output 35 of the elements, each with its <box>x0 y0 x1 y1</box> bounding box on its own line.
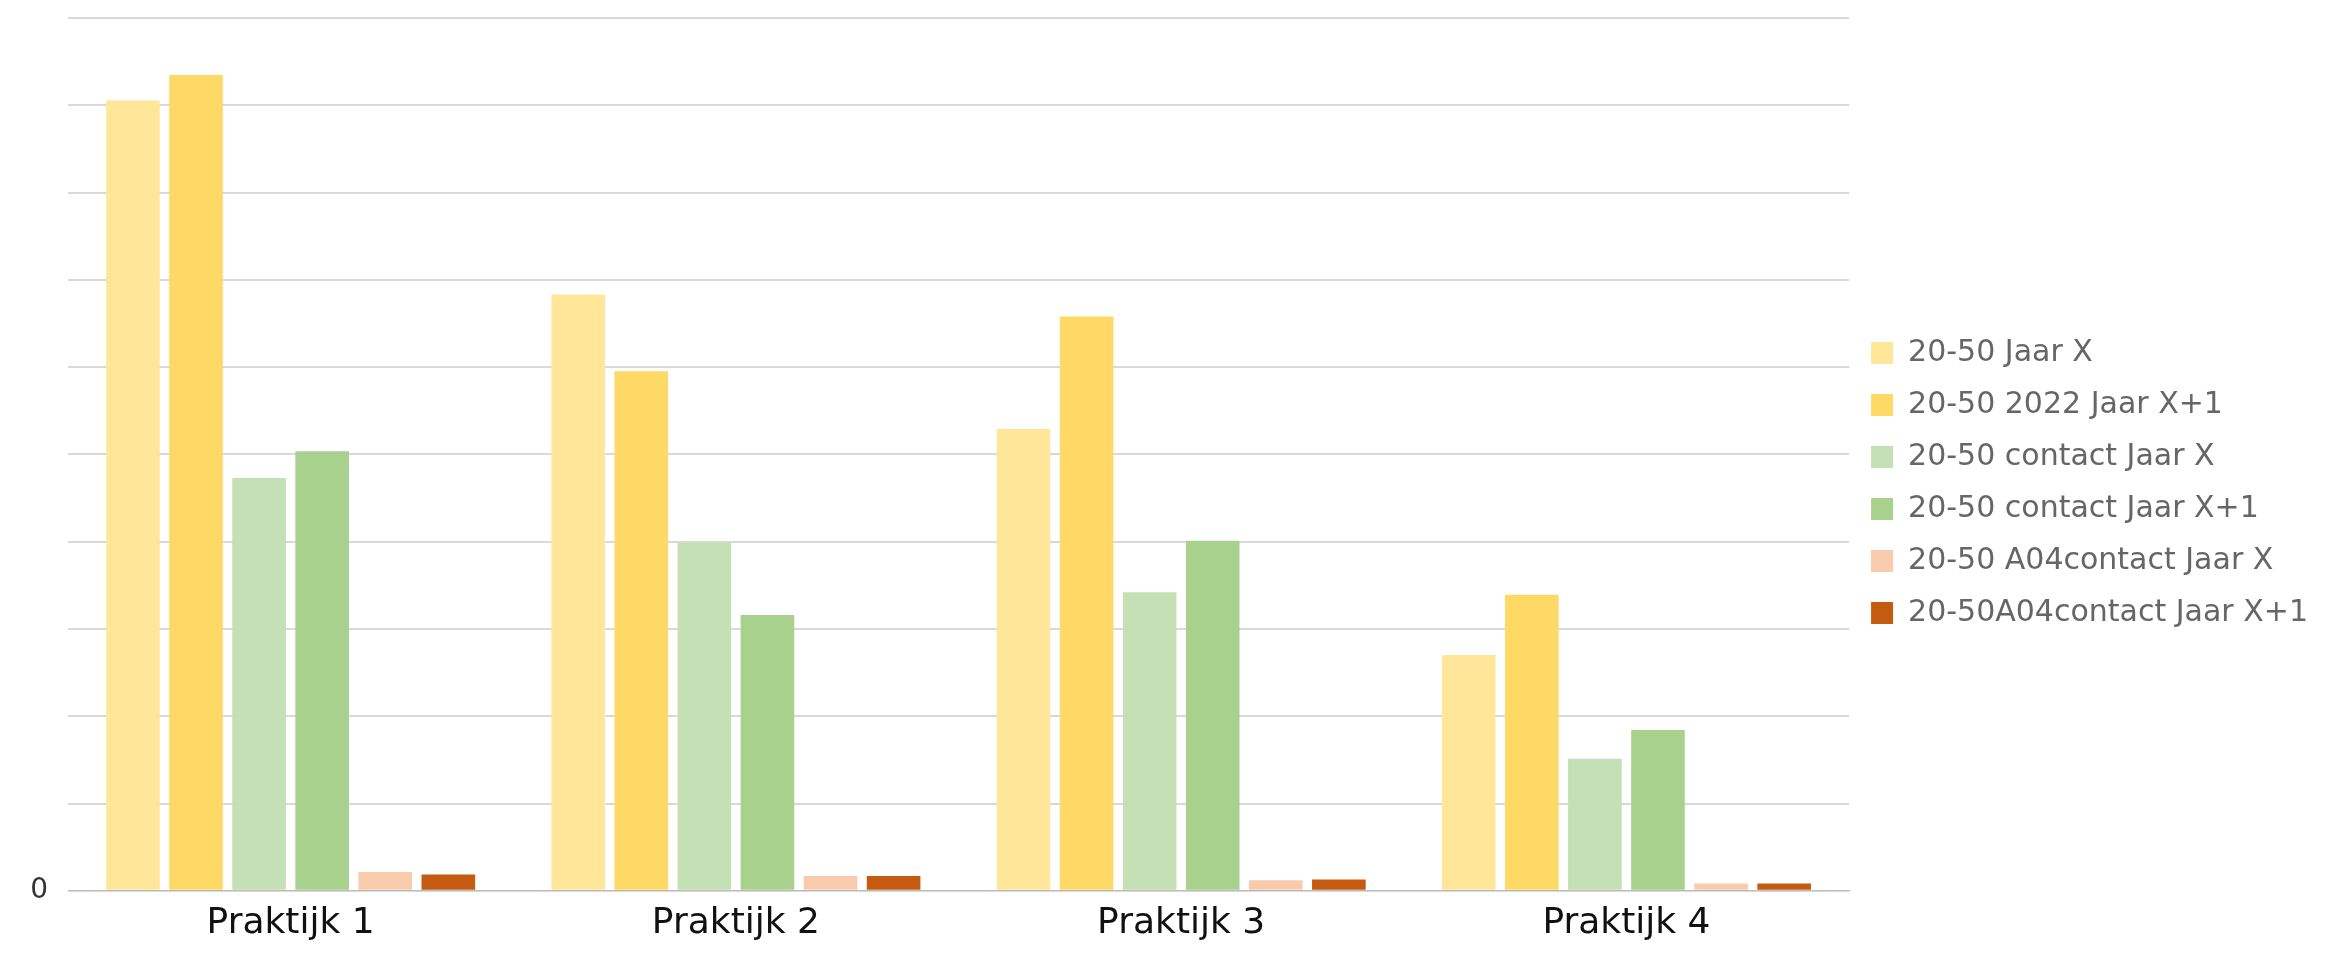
bar <box>358 872 413 890</box>
bar <box>1631 730 1685 890</box>
legend-label: 20-50A04contact Jaar X+1 <box>1908 592 2309 628</box>
x-tick-label: Praktijk 4 <box>1542 899 1711 941</box>
bar <box>232 478 286 890</box>
bar <box>295 451 349 890</box>
bar <box>106 100 160 890</box>
bar <box>1568 758 1622 890</box>
legend-label: 20-50 contact Jaar X+1 <box>1908 488 2259 524</box>
bar <box>421 874 476 890</box>
x-tick-label: Praktijk 3 <box>1097 899 1266 941</box>
bar <box>614 371 669 890</box>
bar <box>866 876 921 890</box>
bar <box>551 294 606 890</box>
bar <box>1059 316 1114 890</box>
bar <box>1185 540 1240 890</box>
bar <box>1505 594 1559 890</box>
legend-label: 20-50 2022 Jaar X+1 <box>1908 384 2223 420</box>
x-tick-label: Praktijk 1 <box>206 899 375 941</box>
bar <box>1441 655 1496 890</box>
bar <box>1122 592 1177 890</box>
bar <box>169 75 223 890</box>
legend-label: 20-50 contact Jaar X <box>1908 436 2215 472</box>
bar <box>740 615 795 890</box>
bar <box>1312 879 1366 890</box>
bar <box>1757 883 1811 890</box>
bar <box>996 429 1051 890</box>
bar <box>1248 880 1303 890</box>
bar <box>803 876 858 890</box>
bar <box>677 542 732 890</box>
bar <box>1694 883 1748 890</box>
text: 0 <box>30 872 48 906</box>
legend-label: 20-50 A04contact Jaar X <box>1908 540 2274 576</box>
legend-label: 20-50 Jaar X <box>1908 332 2093 368</box>
x-tick-label: Praktijk 2 <box>651 899 820 941</box>
